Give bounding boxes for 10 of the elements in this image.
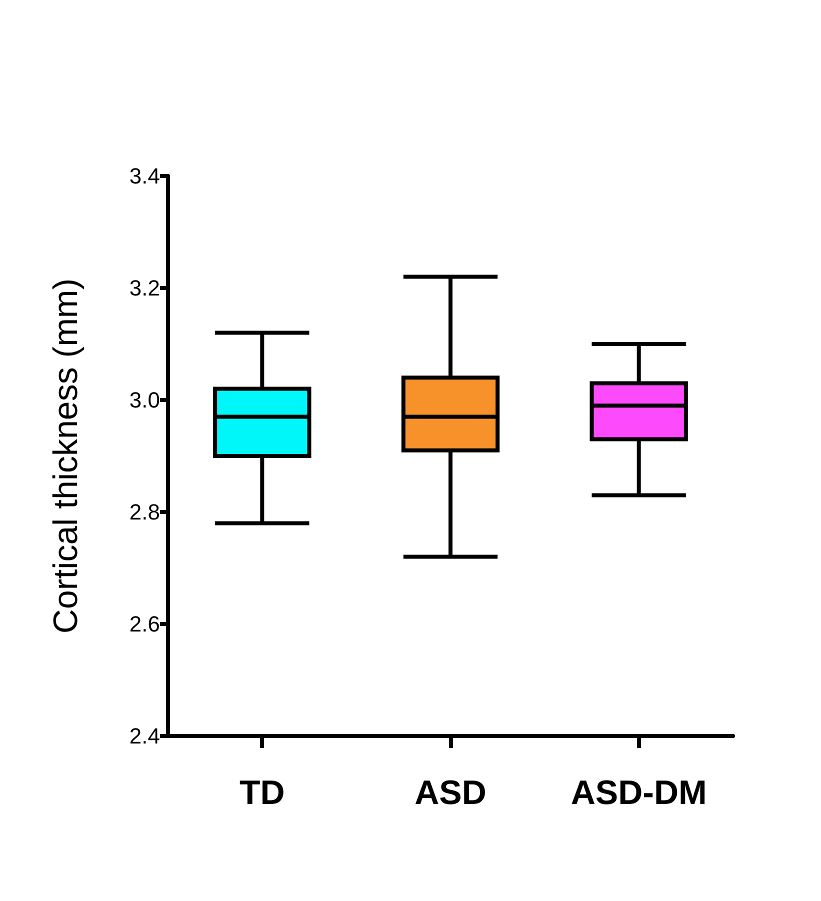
x-tick-label: TD [240, 774, 285, 812]
y-tick-label: 2.4 [129, 724, 160, 748]
y-tick-label: 2.8 [129, 500, 160, 524]
x-tick-label: ASD-DM [570, 774, 707, 812]
y-tick-label: 3.4 [129, 164, 160, 188]
y-axis-title: Cortical thickness (mm) [47, 278, 85, 634]
y-tick-label: 2.6 [129, 612, 160, 636]
y-tick-label: 3.0 [129, 388, 160, 412]
x-tick-label: ASD [414, 774, 486, 812]
y-tick-label: 3.2 [129, 276, 160, 300]
